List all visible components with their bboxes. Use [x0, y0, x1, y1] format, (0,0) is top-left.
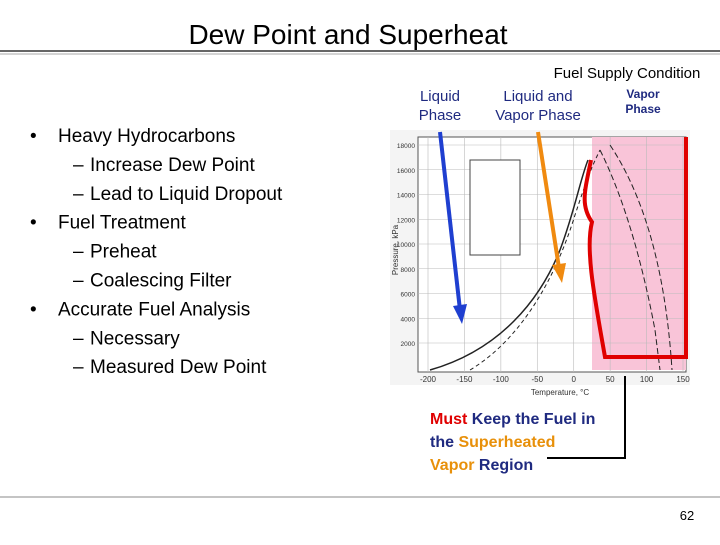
slide-title: Dew Point and Superheat [188, 19, 507, 50]
superheat-boundary [582, 137, 688, 359]
bullet-marker: • [30, 213, 37, 234]
bullet-marker: • [30, 126, 37, 147]
callout-text: Region [474, 457, 533, 474]
sub-bullet: Necessary [90, 328, 180, 349]
callout-text: Vapor [430, 457, 474, 474]
bullet-marker: – [73, 184, 84, 205]
bullet-marker: – [73, 271, 84, 292]
x-tick-label: -150 [456, 375, 473, 384]
x-tick-label: 150 [676, 375, 690, 384]
callout-text: the [430, 434, 458, 451]
y-tick-label: 16000 [397, 168, 415, 175]
bullet-marker: – [73, 357, 84, 378]
y-tick-label: 14000 [397, 193, 415, 200]
x-tick-label: 0 [571, 375, 576, 384]
vapor-region [592, 137, 686, 370]
y-axis-label: Pressure, kPa [391, 224, 400, 275]
phase-curve [609, 144, 673, 371]
region-label: Liquid and [503, 88, 572, 105]
composition-table [469, 159, 521, 256]
x-tick-label: 50 [606, 375, 615, 384]
callout-leader [547, 376, 626, 459]
phase-diagram: Fuel Supply Condition Pressure, kPa Temp… [390, 65, 701, 459]
y-tick-label: 18000 [397, 143, 415, 150]
y-tick-label: 10000 [397, 242, 415, 249]
sub-bullet: Coalescing Filter [90, 271, 232, 292]
callout-text: Keep the Fuel in [467, 411, 595, 428]
x-tick-label: -100 [493, 375, 510, 384]
bullet: Heavy Hydrocarbons [58, 126, 235, 147]
page-number: 62 [680, 508, 694, 523]
figure-heading: Fuel Supply Condition [554, 65, 701, 82]
callout-text: Must [430, 411, 468, 428]
callout-line: the Superheated [430, 434, 555, 451]
y-tick-label: 4000 [401, 316, 416, 323]
region-label: Vapor [626, 87, 660, 101]
sub-bullet: Measured Dew Point [90, 357, 267, 378]
bullet-marker: – [73, 155, 84, 176]
arrow-head [453, 304, 467, 324]
phase-curve [429, 159, 589, 371]
x-axis-label: Temperature, °C [531, 388, 590, 397]
region-label: Phase [625, 102, 661, 116]
callout-line: Must Keep the Fuel in [430, 411, 595, 428]
callout-line: Vapor Region [430, 457, 533, 474]
x-tick-label: -50 [532, 375, 544, 384]
bullet-marker: – [73, 328, 84, 349]
region-label: Phase [419, 107, 462, 124]
phase-curve [469, 149, 601, 371]
arrow-head [552, 263, 566, 283]
callout-text: Superheated [458, 434, 555, 451]
sub-bullet: Lead to Liquid Dropout [90, 184, 283, 205]
bullet-marker: • [30, 299, 37, 320]
y-tick-label: 8000 [401, 267, 416, 274]
y-tick-label: 2000 [401, 341, 416, 348]
region-label: Vapor Phase [495, 107, 581, 124]
two-phase-arrow [536, 131, 561, 269]
bullet-marker: – [73, 242, 84, 263]
x-tick-label: 100 [640, 375, 654, 384]
region-label: Liquid [420, 88, 460, 105]
sub-bullet: Increase Dew Point [90, 155, 255, 176]
liquid-arrow [438, 131, 462, 311]
x-tick-label: -200 [420, 375, 437, 384]
bullet: Fuel Treatment [58, 213, 186, 234]
sub-bullet: Preheat [90, 242, 157, 263]
y-tick-label: 6000 [401, 292, 416, 299]
bullet: Accurate Fuel Analysis [58, 299, 250, 320]
phase-curve [599, 149, 661, 371]
y-tick-label: 12000 [397, 217, 415, 224]
